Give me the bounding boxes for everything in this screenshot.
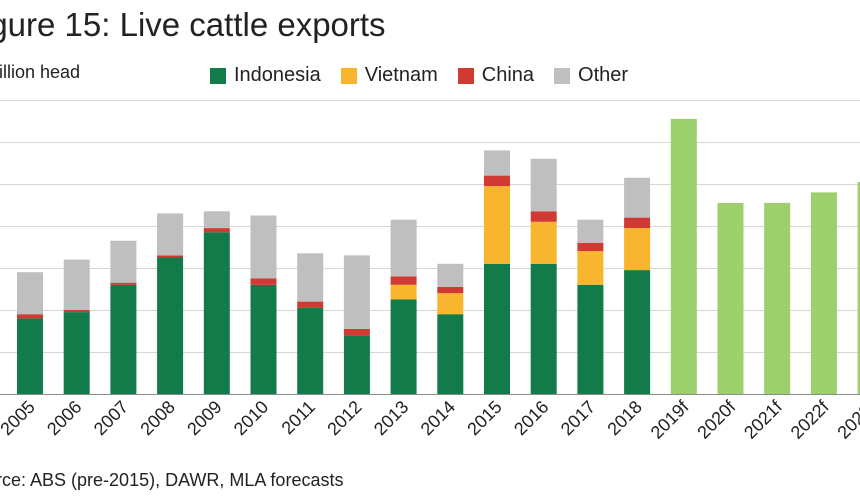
bar-indonesia-2013	[390, 299, 417, 394]
x-tick-label-2013: 2013	[370, 397, 412, 439]
bar-other-2005	[17, 272, 43, 315]
bar-china-2015	[484, 175, 510, 187]
bar-other-2014	[437, 263, 464, 287]
bar-other-2017	[577, 219, 604, 243]
bar-indonesia-2017	[577, 284, 604, 394]
bar-china-2014	[437, 286, 464, 294]
bar-other-2006	[63, 259, 90, 310]
legend-item-indonesia: Indonesia	[210, 64, 321, 87]
bar-other-2013	[390, 219, 417, 277]
x-tick-label-2018: 2018	[603, 397, 645, 439]
bar-china-2018	[624, 217, 651, 229]
bar-vietnam-2014	[437, 293, 464, 315]
x-tick-label-2008: 2008	[136, 397, 178, 439]
bar-indonesia-2010	[250, 284, 277, 394]
x-tick-label-2020f: 2020f	[693, 396, 740, 443]
bar-indonesia-2008	[157, 257, 184, 394]
bar-indonesia-2009	[203, 232, 230, 394]
bar-forecast-2019f	[670, 118, 697, 395]
bar-china-2007	[110, 282, 137, 285]
legend-item-vietnam: Vietnam	[340, 64, 438, 87]
x-tick-label-2023f: 2023f	[833, 396, 860, 443]
x-tick-label-2010: 2010	[230, 397, 272, 439]
legend-item-china: China	[457, 64, 535, 87]
bar-vietnam-2018	[624, 228, 651, 271]
x-tick-label-2021f: 2021f	[740, 396, 787, 443]
x-tick-label-2009: 2009	[183, 397, 225, 439]
bar-indonesia-2012	[343, 335, 370, 394]
x-tick-label-2014: 2014	[417, 397, 459, 439]
legend-swatch-indonesia	[210, 67, 226, 84]
x-tick-label-2006: 2006	[43, 397, 85, 439]
legend-swatch-china	[457, 67, 474, 84]
x-tick-label-2005: 2005	[0, 397, 39, 439]
bar-china-2009	[203, 228, 230, 233]
bar-other-2015	[484, 150, 510, 176]
x-tick-label-2012: 2012	[323, 397, 365, 439]
bar-indonesia-2015	[484, 263, 510, 394]
bar-other-2007	[110, 240, 137, 283]
legend-item-other: Other	[554, 64, 628, 87]
bar-other-2010	[250, 215, 277, 279]
bar-indonesia-2011	[297, 307, 324, 394]
bar-indonesia-2005	[17, 318, 43, 394]
bar-china-2006	[63, 310, 90, 313]
legend-swatch-vietnam	[340, 67, 357, 84]
bar-other-2018	[624, 177, 651, 218]
bar-vietnam-2016	[530, 221, 557, 264]
bar-other-2009	[203, 211, 230, 229]
bar-indonesia-2006	[63, 312, 90, 394]
bar-china-2016	[530, 211, 557, 222]
x-tick-label-2011: 2011	[278, 397, 320, 439]
legend-swatch-other	[554, 67, 571, 84]
stacked-bar-chart: 2005 2006 2007 2008 2009 2010 2011 2012 2013 2014…	[0, 100, 860, 443]
chart-title: igure 15: Live cattle exports	[0, 6, 386, 43]
bar-china-2013	[390, 276, 417, 285]
bar-other-2008	[157, 213, 184, 256]
bar-other-2012	[343, 255, 370, 329]
legend: Indonesia Vietnam China Other	[210, 64, 628, 87]
bar-china-2008	[157, 255, 184, 258]
bar-other-2011	[297, 253, 324, 302]
bar-china-2012	[343, 328, 370, 336]
bar-indonesia-2014	[437, 314, 464, 394]
bar-indonesia-2018	[624, 270, 651, 394]
bar-vietnam-2015	[484, 186, 510, 264]
y-axis-unit-label: million head	[0, 62, 81, 82]
legend-label: Indonesia	[234, 64, 321, 86]
x-tick-label-2017: 2017	[557, 397, 599, 439]
legend-label: Other	[578, 64, 629, 86]
bar-china-2005	[17, 314, 43, 319]
bar-vietnam-2013	[390, 284, 417, 300]
legend-label: China	[481, 64, 535, 86]
bar-indonesia-2016	[530, 263, 557, 394]
x-tick-label-2019f: 2019f	[647, 396, 694, 443]
bar-china-2011	[297, 301, 324, 308]
x-tick-label-2022f: 2022f	[787, 396, 834, 443]
x-tick-label-2016: 2016	[510, 397, 552, 439]
x-tick-label-2015: 2015	[463, 397, 505, 439]
source-note: urce: ABS (pre-2015), DAWR, MLA forecast…	[0, 470, 344, 490]
x-tick-label-2007: 2007	[90, 397, 132, 439]
bar-vietnam-2017	[577, 251, 604, 285]
bar-china-2010	[250, 278, 277, 285]
bar-other-2016	[530, 158, 557, 212]
bar-forecast-2023f	[857, 181, 860, 394]
legend-label: Vietnam	[364, 64, 438, 86]
bar-china-2017	[577, 242, 604, 252]
bar-forecast-2021f	[764, 202, 791, 394]
bar-forecast-2020f	[717, 202, 744, 394]
bar-forecast-2022f	[810, 192, 837, 394]
bar-indonesia-2007	[110, 284, 137, 394]
